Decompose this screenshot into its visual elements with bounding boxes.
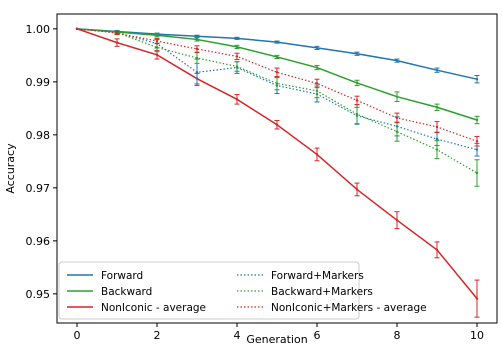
data-point	[155, 53, 159, 57]
data-point	[195, 35, 199, 38]
series-line-backward-markers	[76, 28, 478, 174]
data-point	[275, 40, 279, 44]
data-point	[435, 68, 439, 72]
data-point	[275, 55, 279, 59]
data-point	[355, 81, 359, 85]
data-point	[395, 95, 399, 98]
data-point	[235, 45, 239, 49]
y-tick-label: 0.97	[26, 182, 51, 195]
y-tick-label: 1.00	[26, 23, 51, 36]
data-point	[275, 123, 279, 126]
data-point	[195, 38, 199, 41]
legend: Forward Backward NonIconic - average Forwar…	[58, 261, 427, 320]
series-forward-markers	[75, 27, 480, 157]
series-noniconic-average	[75, 27, 480, 318]
x-tick-label: 0	[74, 329, 81, 342]
legend-entry-forward-markers: Forward+Markers	[271, 270, 364, 282]
x-axis: 0 2 4 6 8 10	[74, 323, 484, 342]
data-point	[195, 56, 199, 60]
data-point	[195, 71, 199, 74]
data-point	[155, 34, 159, 37]
x-tick-label: 6	[314, 329, 321, 342]
data-point	[235, 98, 239, 101]
y-tick-label: 0.96	[26, 235, 51, 248]
data-point	[395, 130, 399, 133]
data-point	[475, 148, 479, 151]
data-point	[235, 55, 239, 58]
data-point	[435, 148, 439, 151]
data-point	[435, 125, 439, 129]
plot-frame	[56, 13, 498, 324]
x-tick-label: 8	[394, 329, 401, 342]
data-point	[315, 66, 319, 69]
y-axis-label: Accuracy	[4, 143, 17, 194]
data-point	[395, 59, 399, 62]
legend-entry-noniconic-markers-average: NonIconic+Markers - average	[271, 302, 427, 314]
legend-entry-noniconic-average: NonIconic - average	[101, 302, 206, 314]
data-point	[275, 71, 279, 74]
data-point	[395, 218, 399, 222]
series-noniconic-markers-average	[75, 27, 480, 147]
data-point	[115, 31, 119, 35]
data-point	[475, 77, 479, 81]
series-line-forward-markers	[76, 28, 478, 151]
series-backward-markers	[75, 27, 480, 187]
y-tick-label: 0.99	[26, 76, 51, 89]
plot-area	[75, 27, 480, 318]
data-point	[395, 116, 399, 120]
legend-box	[58, 261, 360, 320]
series-line-noniconic-markers-average	[76, 28, 478, 142]
data-point	[155, 39, 159, 43]
data-point	[475, 140, 479, 143]
x-tick-label: 2	[154, 329, 161, 342]
data-point	[115, 41, 119, 44]
y-axis: 0.95 0.96 0.97 0.98 0.99 1.00	[26, 23, 57, 301]
data-point	[315, 46, 319, 50]
data-point	[235, 65, 239, 68]
legend-entry-forward: Forward	[101, 270, 143, 282]
x-tick-label: 10	[470, 329, 484, 342]
data-point	[355, 52, 359, 55]
data-point	[275, 82, 279, 85]
y-tick-label: 0.95	[26, 288, 51, 301]
data-point	[435, 106, 439, 109]
data-point	[475, 297, 479, 300]
data-point	[475, 171, 479, 175]
data-point	[475, 118, 479, 122]
data-point	[155, 46, 159, 49]
data-point	[435, 137, 439, 141]
legend-entry-backward: Backward	[101, 286, 152, 298]
data-point	[195, 47, 199, 51]
legend-entry-backward-markers: Backward+Markers	[271, 286, 373, 298]
x-axis-label: Generation	[246, 333, 307, 346]
data-point	[235, 37, 239, 40]
data-point	[315, 153, 319, 156]
data-point	[75, 27, 79, 31]
y-tick-label: 0.98	[26, 129, 51, 142]
data-point	[355, 99, 359, 102]
data-point	[315, 82, 319, 85]
data-point	[435, 248, 439, 252]
data-point	[355, 188, 359, 191]
x-tick-label: 4	[234, 329, 241, 342]
data-point	[355, 112, 359, 116]
data-point	[315, 89, 319, 93]
